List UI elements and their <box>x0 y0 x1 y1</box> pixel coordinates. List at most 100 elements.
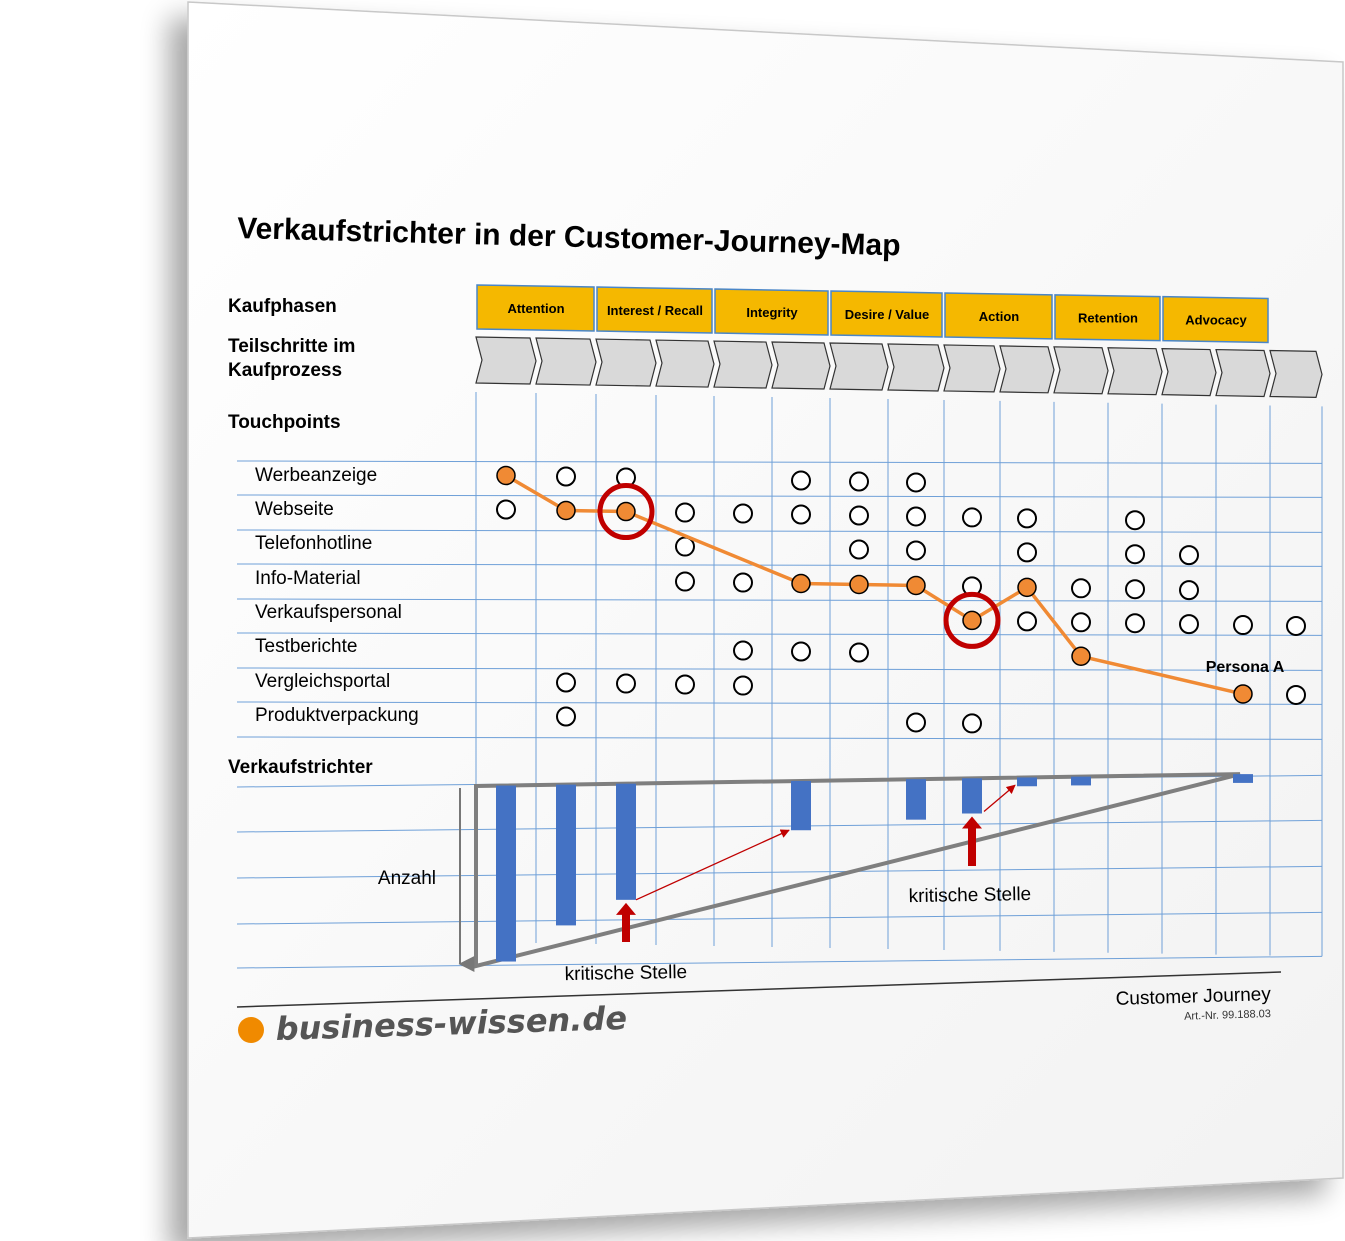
persona-touchpoint <box>1233 684 1253 704</box>
touchpoint-circle <box>849 539 869 560</box>
phase-box <box>476 284 595 332</box>
trend-arrow <box>983 784 1016 813</box>
critical-arrow-head <box>962 816 982 829</box>
grid-row-line <box>236 460 1323 464</box>
critical-point-label: kritische Stelle <box>564 962 687 985</box>
persona-touchpoint <box>616 501 636 522</box>
step-chevron <box>1053 346 1109 395</box>
critical-up-arrow <box>616 902 636 942</box>
phase-label: Retention <box>1078 311 1138 326</box>
touchpoint-circle <box>1017 542 1037 563</box>
grid-row-line <box>236 865 1323 879</box>
touchpoint-label: Verkaufspersonal <box>255 602 402 623</box>
step-chevron <box>595 338 657 387</box>
phase-integrity: Integrity <box>714 288 829 336</box>
row-header-teilschritte: Teilschritte im <box>228 336 355 357</box>
step-chevron <box>713 340 773 389</box>
touchpoint-circle <box>733 640 753 661</box>
persona-touchpoint <box>906 575 926 596</box>
touchpoint-circle <box>791 641 811 662</box>
row-header-touchpoints: Touchpoints <box>228 412 341 433</box>
step-chevron <box>1215 348 1271 398</box>
persona-touchpoint <box>556 500 576 521</box>
touchpoint-circle <box>962 507 982 528</box>
page-content: Verkaufstrichter in der Customer-Journey… <box>228 212 1323 1048</box>
touchpoint-circle <box>675 502 695 523</box>
critical-up-arrow <box>962 816 982 866</box>
grid-row-line <box>236 955 1323 969</box>
phase-advocacy: Advocacy <box>1162 295 1269 344</box>
step-chevron <box>771 341 831 390</box>
touchpoint-circle <box>906 506 926 527</box>
touchpoint-label: Vergleichsportal <box>255 671 390 692</box>
step-chevron <box>1161 348 1217 397</box>
step-chevron <box>475 336 537 385</box>
touchpoint-circle <box>1017 611 1037 632</box>
phase-action: Action <box>944 292 1053 340</box>
phase-desire-value: Desire / Value <box>830 290 943 338</box>
touchpoint-circle <box>1179 545 1199 566</box>
touchpoint-circle <box>616 673 636 694</box>
phase-label: Attention <box>507 301 564 316</box>
document-title: Customer Journey <box>1115 984 1271 1010</box>
step-chevrons <box>475 336 1323 398</box>
touchpoint-circle <box>1125 579 1145 600</box>
phase-box <box>944 292 1053 340</box>
funnel-bar <box>1017 777 1037 787</box>
critical-arrow-shaft <box>622 912 630 942</box>
phase-label: Advocacy <box>1185 313 1247 328</box>
touchpoint-circle <box>1071 612 1091 633</box>
persona-touchpoint <box>496 465 516 486</box>
touchpoint-circle <box>849 642 869 663</box>
touchpoint-circle <box>1179 580 1199 601</box>
touchpoint-circle <box>791 504 811 525</box>
touchpoint-circles <box>496 466 1306 734</box>
step-chevron <box>887 343 945 392</box>
touchpoint-label: Telefonhotline <box>255 533 372 554</box>
phase-label: Action <box>979 309 1020 324</box>
step-chevron <box>829 342 889 391</box>
touchpoint-circle <box>556 466 576 487</box>
touchpoint-circle <box>906 472 926 493</box>
persona-touchpoint <box>849 574 869 595</box>
persona-touchpoint <box>1017 577 1037 598</box>
brand-dot <box>238 1017 264 1043</box>
touchpoint-circle <box>1017 508 1037 529</box>
funnel-bar <box>556 784 576 926</box>
funnel-bar <box>906 779 926 820</box>
touchpoint-label: Webseite <box>255 499 334 520</box>
funnel-bar <box>962 778 982 814</box>
funnel-axis-label: Anzahl <box>378 868 436 889</box>
row-header-kaufphasen: Kaufphasen <box>228 296 337 317</box>
persona-touchpoint <box>962 610 982 631</box>
touchpoint-circle <box>733 675 753 696</box>
phase-attention: Attention <box>476 284 595 332</box>
touchpoint-circle <box>1125 510 1145 531</box>
step-chevron <box>1269 349 1323 398</box>
phase-label: Interest / Recall <box>607 303 703 318</box>
critical-highlight-ring <box>943 591 1001 649</box>
touchpoint-circle <box>556 706 576 727</box>
article-number: Art.-Nr. 99.188.03 <box>1184 1008 1271 1023</box>
touchpoint-circle <box>733 572 753 593</box>
step-chevron <box>1107 347 1163 396</box>
funnel-bar <box>1071 776 1091 786</box>
row-header-verkaufstrichter: Verkaufstrichter <box>228 757 373 778</box>
touchpoint-circle <box>849 505 869 526</box>
phase-box <box>1054 294 1161 342</box>
phase-retention: Retention <box>1054 294 1161 342</box>
trend-arrow <box>635 829 790 901</box>
persona-path-line <box>505 473 1244 696</box>
critical-arrow-head <box>616 902 636 915</box>
footer-rule <box>236 971 1282 1008</box>
persona-touchpoint <box>1071 646 1091 667</box>
persona-label: Persona A <box>1206 659 1285 676</box>
grid-row-line <box>236 911 1323 925</box>
touchpoint-circle <box>906 712 926 733</box>
grid-row-line <box>236 494 1323 498</box>
funnel-bar <box>1233 774 1253 783</box>
grid-row-line <box>236 701 1323 705</box>
touchpoint-circle <box>675 674 695 695</box>
touchpoint-circle <box>791 470 811 491</box>
phase-label: Desire / Value <box>845 307 930 322</box>
